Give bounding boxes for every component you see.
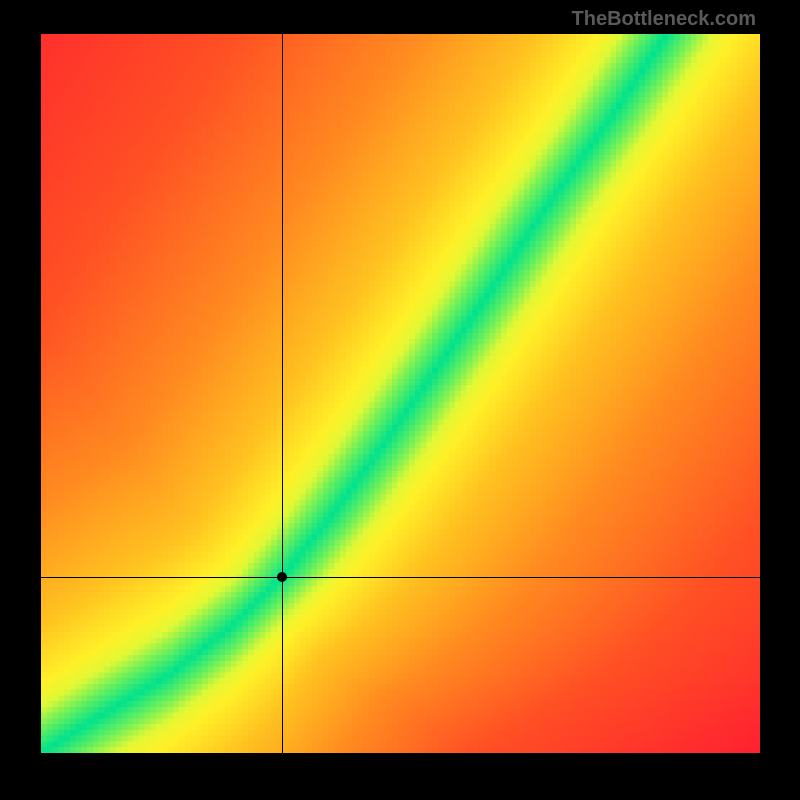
heatmap-plot	[41, 34, 760, 753]
crosshair-vertical	[282, 34, 283, 753]
crosshair-marker	[277, 572, 287, 582]
watermark-text: TheBottleneck.com	[572, 8, 756, 31]
crosshair-horizontal	[41, 577, 760, 578]
heatmap-canvas	[41, 34, 760, 753]
